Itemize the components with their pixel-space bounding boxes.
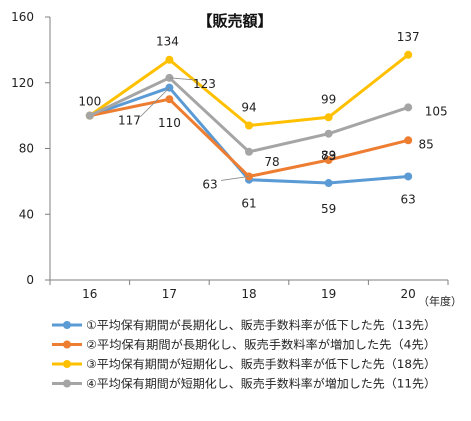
data-label: 99: [321, 92, 336, 106]
data-point: [404, 103, 413, 112]
data-point: [404, 172, 413, 181]
axes: [45, 16, 449, 285]
data-label: 110: [158, 116, 181, 130]
data-label: 59: [321, 202, 336, 216]
data-point: [404, 136, 413, 145]
data-label: 94: [241, 100, 256, 114]
data-point: [324, 129, 333, 138]
data-label: 105: [425, 104, 448, 118]
x-tick-label: 16: [82, 287, 97, 301]
data-point: [85, 111, 94, 120]
data-labels: 100 117 61 59 63 110 63 73 85 134 94 99 137 123 78 89 10…: [78, 30, 447, 216]
data-point: [245, 121, 253, 130]
y-tick-label: 40: [19, 207, 34, 221]
data-point: [245, 147, 253, 156]
legend-marker: [63, 379, 71, 388]
data-label: 117: [118, 114, 141, 128]
legend-label: ③平均保有期間が短期化し、販売手数料率が低下した先（18先）: [86, 357, 436, 371]
data-label: 100: [78, 95, 101, 109]
data-label: 89: [321, 149, 336, 163]
x-tick-label: 18: [241, 287, 256, 301]
legend-label: ②平均保有期間が長期化し、販売手数料率が増加した先（4先）: [86, 338, 436, 352]
data-point: [324, 113, 333, 122]
legend-item-1: ①平均保有期間が長期化し、販売手数料率が低下した先（13先）: [52, 318, 436, 332]
data-point: [404, 50, 413, 59]
y-tick-label: 0: [26, 273, 34, 287]
data-label: 73: [321, 149, 336, 163]
legend-item-2: ②平均保有期間が長期化し、販売手数料率が増加した先（4先）: [52, 338, 436, 352]
chart-title: 【販売額】: [197, 12, 272, 30]
y-tick-label: 80: [19, 142, 34, 156]
label-leader-line: [169, 77, 194, 81]
legend-marker: [63, 360, 71, 368]
data-label: 63: [202, 177, 217, 191]
data-label: 123: [193, 77, 216, 91]
legend-label: ①平均保有期間が長期化し、販売手数料率が低下した先（13先）: [86, 318, 436, 332]
y-tick-label: 120: [11, 76, 34, 90]
data-label: 137: [397, 30, 420, 44]
data-label: 61: [241, 197, 256, 211]
x-tick-label: 17: [162, 287, 177, 301]
x-tick-label: 19: [321, 287, 336, 301]
x-tick-label: 20: [401, 287, 416, 301]
legend: ①平均保有期間が長期化し、販売手数料率が低下した先（13先） ②平均保有期間が長期…: [52, 318, 436, 391]
legend-label: ④平均保有期間が短期化し、販売手数料率が増加した先（11先）: [86, 377, 436, 391]
legend-item-3: ③平均保有期間が短期化し、販売手数料率が低下した先（18先）: [52, 357, 436, 371]
data-point: [324, 156, 333, 165]
data-label: 85: [419, 137, 434, 151]
legend-marker: [63, 340, 71, 349]
data-label: 63: [401, 192, 416, 206]
label-leader-line: [220, 176, 250, 181]
label-leader-line: [140, 87, 170, 117]
legend-marker: [63, 321, 71, 329]
data-point: [324, 179, 333, 188]
x-axis-unit: （年度）: [418, 294, 462, 308]
data-label: 134: [156, 35, 179, 49]
data-label: 78: [264, 155, 279, 169]
y-tick-label: 160: [11, 10, 34, 24]
data-point: [165, 55, 174, 64]
legend-item-4: ④平均保有期間が短期化し、販売手数料率が増加した先（11先）: [52, 377, 436, 391]
tick-labels: 0 40 80 120 160 16 17 18 19 20: [11, 10, 416, 301]
data-point: [165, 95, 174, 104]
